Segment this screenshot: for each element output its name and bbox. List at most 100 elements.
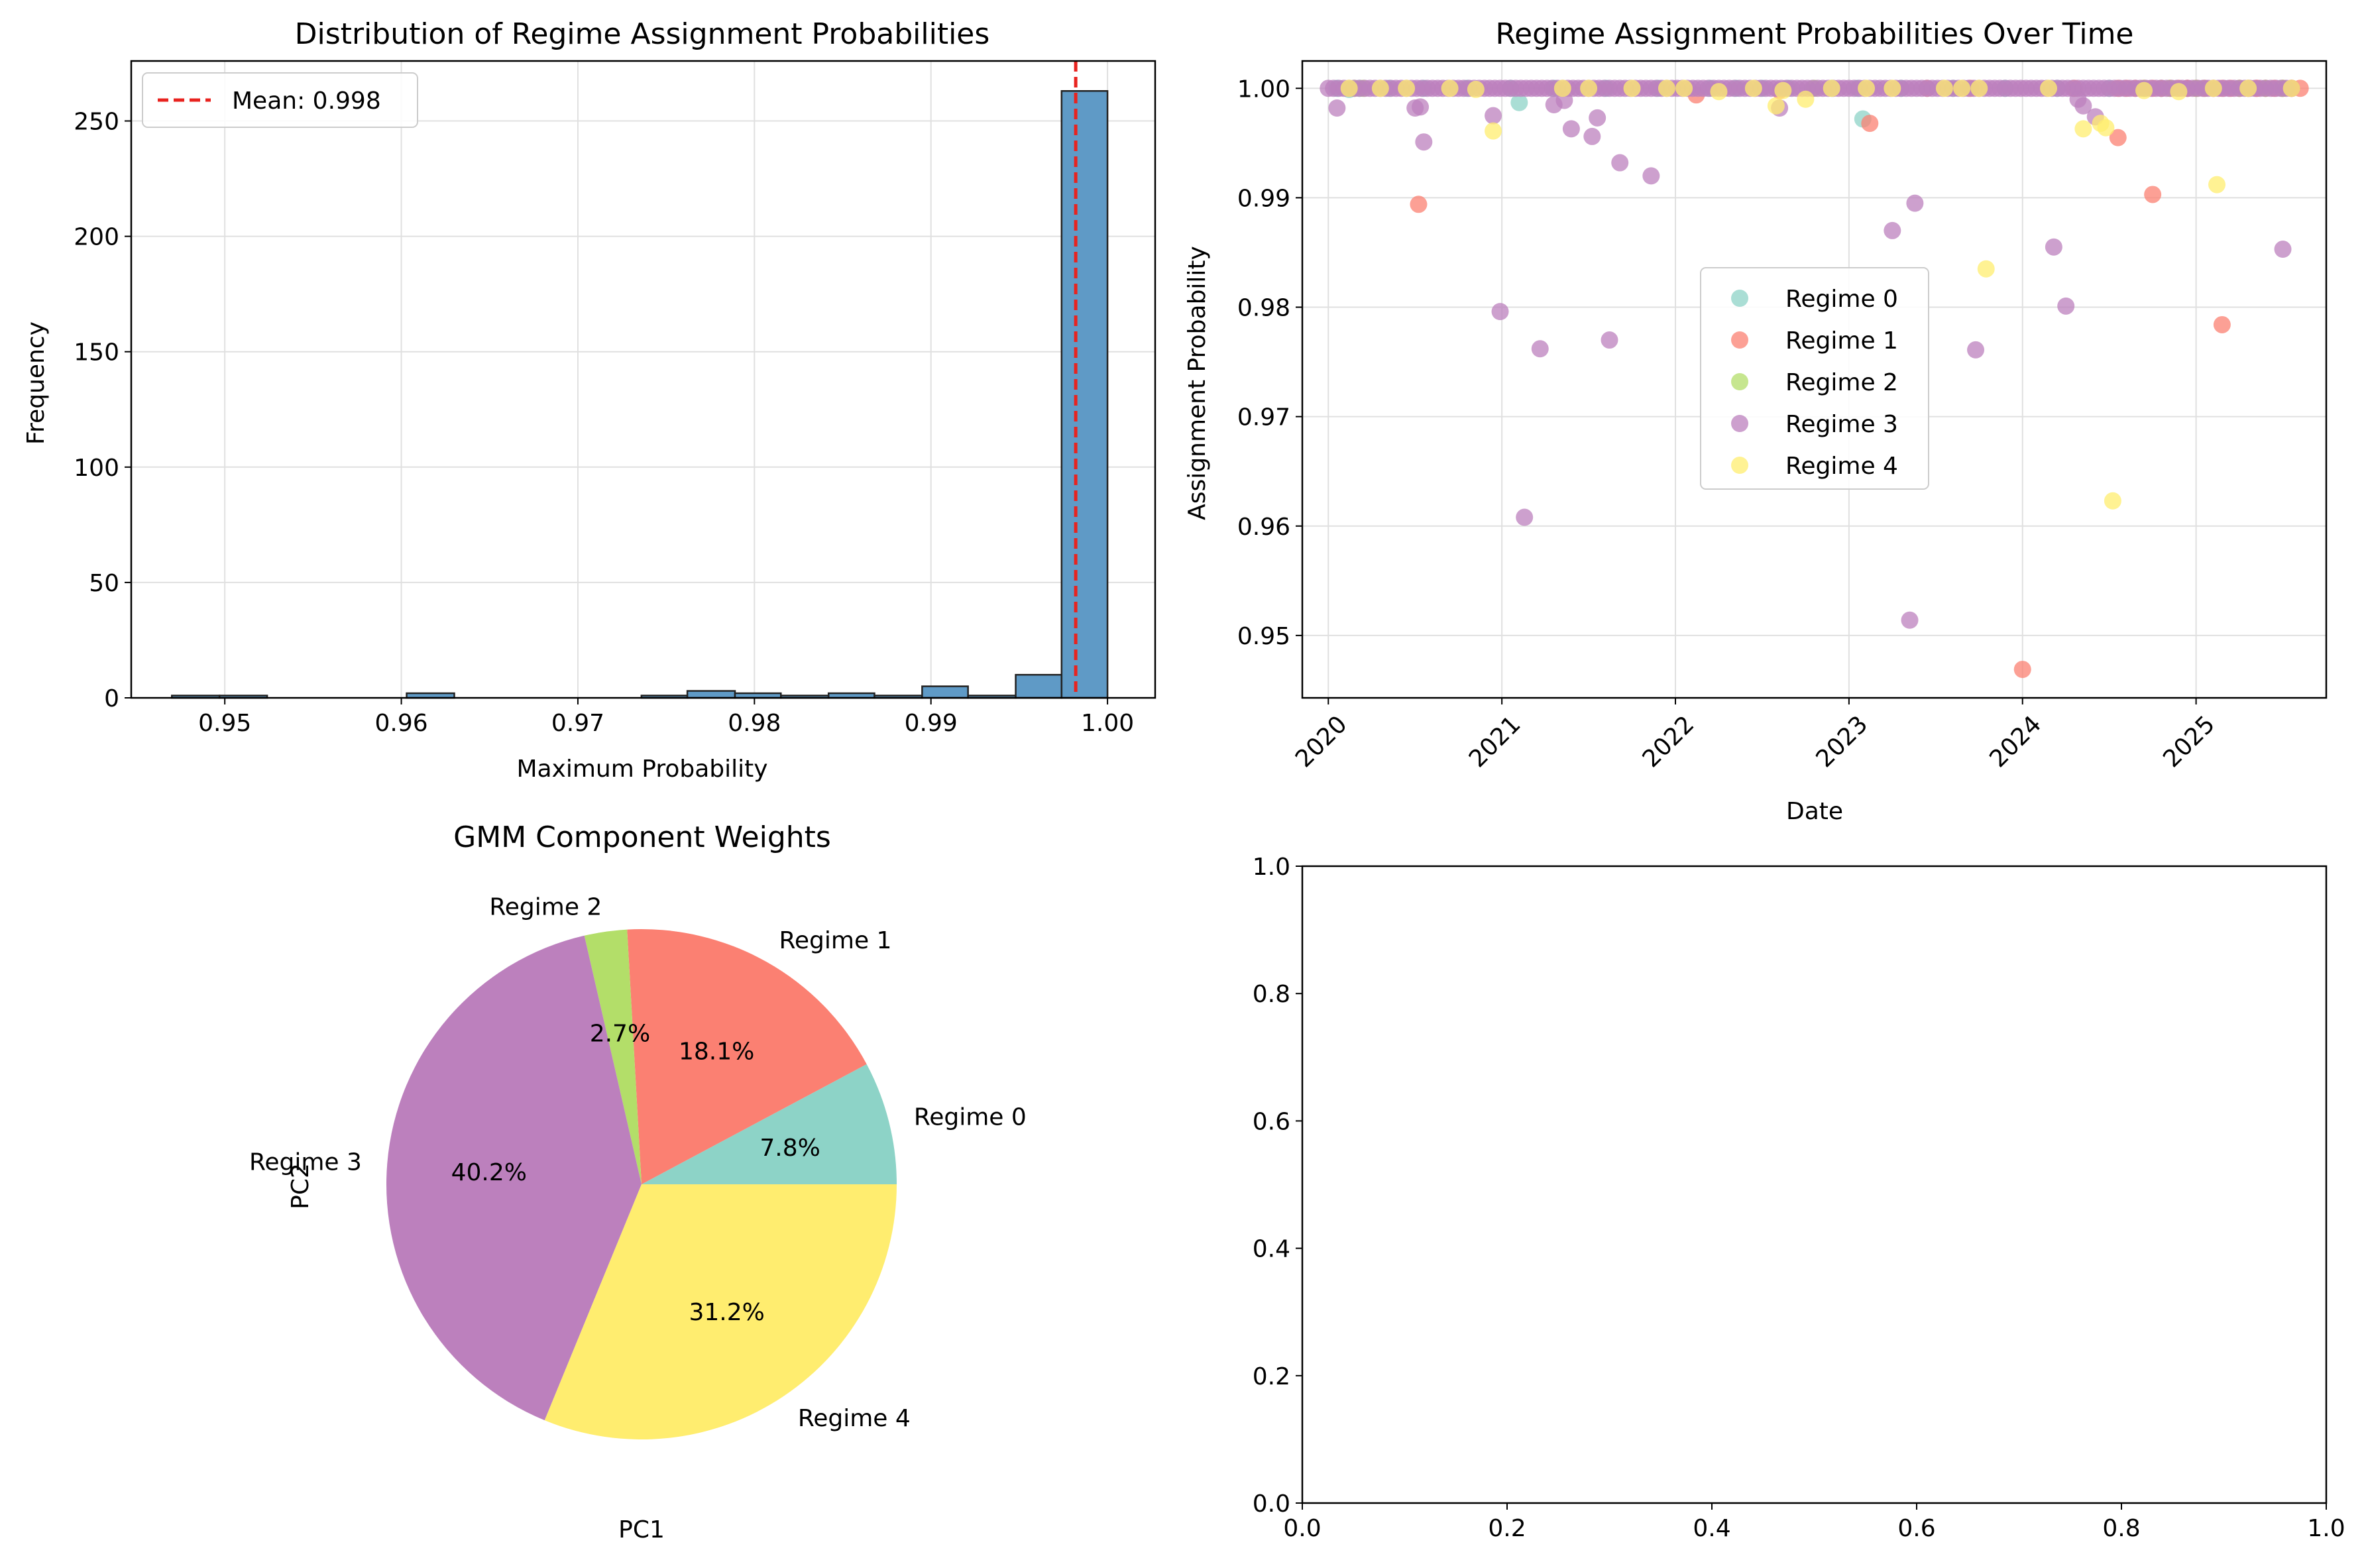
scatter-legend-label: Regime 0	[1785, 286, 1898, 313]
scatter-point-regime-3	[2045, 238, 2062, 256]
scatter-point-regime-3	[1562, 120, 1580, 138]
scatter-point-regime-3	[1583, 127, 1601, 145]
scatter-point-regime-4	[2135, 82, 2153, 99]
histogram-legend: Mean: 0.998	[142, 72, 418, 128]
empty-axes-x-tick-label: 1.0	[2307, 1515, 2345, 1542]
scatter-y-tick-label: 1.00	[1237, 76, 1290, 103]
histogram-x-tick-label: 0.99	[905, 710, 958, 737]
scatter-ylabel: Assignment Probability	[1184, 246, 1211, 520]
histogram-y-tick-label: 0	[104, 685, 119, 712]
pie-slice-label: Regime 0	[914, 1103, 1027, 1131]
empty-axes-x-tick-label: 0.2	[1488, 1515, 1526, 1542]
scatter-xlabel: Date	[1786, 798, 1843, 825]
scatter-y-tick-label: 0.97	[1237, 404, 1290, 431]
scatter-legend-marker	[1731, 290, 1748, 307]
scatter-point-regime-4	[1953, 80, 1971, 97]
pie-slice-percent: 7.8%	[760, 1135, 820, 1162]
pie-slice-percent: 18.1%	[679, 1038, 754, 1066]
scatter-point-regime-1	[2213, 315, 2231, 333]
scatter-legend-marker	[1731, 415, 1748, 432]
scatter-point-regime-3	[1589, 109, 1606, 127]
scatter-point-regime-4	[1675, 80, 1693, 97]
histogram-x-tick-label: 0.96	[374, 710, 427, 737]
histogram-frame	[130, 60, 1156, 699]
scatter-point-regime-4	[1744, 80, 1762, 97]
scatter-point-regime-4	[1580, 80, 1598, 97]
histogram-bar	[686, 690, 736, 699]
scatter-y-tick-label: 0.98	[1237, 295, 1290, 322]
pie-slice-label: Regime 4	[798, 1405, 911, 1432]
empty-axes-ticks: 0.0 0.2 0.4 0.6 0.8 1.0 0.0 0.2 0.4 0.6 0.8 1.0	[1253, 854, 2345, 1542]
histogram-y-tick-label: 200	[74, 224, 119, 251]
scatter-point-regime-3	[1901, 611, 1919, 629]
histogram-y-tick-label: 250	[74, 109, 119, 136]
scatter-point-regime-1	[1410, 196, 1428, 213]
scatter-point-regime-4	[1935, 80, 1953, 97]
scatter-frame	[1301, 60, 2328, 699]
histogram-title: Distribution of Regime Assignment Probab…	[295, 17, 990, 51]
pie-xlabel: PC1	[618, 1516, 665, 1543]
pie-slice-regime-4	[544, 1184, 897, 1439]
pie-slice-label: Regime 2	[489, 894, 602, 921]
scatter-point-regime-3	[1884, 221, 1901, 239]
pie-slice-percent: 40.2%	[451, 1159, 527, 1186]
scatter-point-regime-4	[1658, 80, 1675, 97]
empty-axes-x-tick-label: 0.8	[2102, 1515, 2140, 1542]
histogram-xlabel: Maximum Probability	[516, 756, 767, 783]
histogram-bar	[1015, 673, 1063, 699]
pie-labels: Regime 0 7.8% Regime 1 18.1% Regime 2 2.7% Reg…	[249, 894, 1027, 1432]
scatter-point-regime-3	[1328, 99, 1346, 117]
scatter-point-regime-4	[2074, 120, 2092, 138]
empty-axes-y-tick-label: 0.8	[1253, 981, 1290, 1008]
scatter-point-regime-3	[1906, 194, 1924, 212]
pie-slice-percent: 31.2%	[689, 1299, 764, 1326]
pie-slice-regime-1	[627, 929, 867, 1184]
scatter-point-regime-4	[1767, 97, 1785, 115]
empty-axes-y-tick-label: 0.4	[1253, 1236, 1290, 1263]
scatter-point-regime-4	[1553, 80, 1571, 97]
scatter-point-regime-3	[1967, 341, 1985, 359]
scatter-y-tick-label: 0.99	[1237, 185, 1290, 212]
histogram-y-tick-label: 50	[89, 570, 119, 597]
scatter-point-regime-3	[1412, 98, 1430, 116]
empty-axes-y-tick-label: 0.0	[1253, 1490, 1290, 1518]
scatter-point-regime-3	[1415, 133, 1433, 151]
scatter-point-regime-4	[1823, 80, 1840, 97]
pie-title: GMM Component Weights	[453, 820, 831, 854]
scatter-point-regime-4	[1797, 90, 1815, 108]
scatter-point-regime-4	[1774, 82, 1792, 99]
scatter-point-regime-4	[1398, 80, 1416, 97]
pie-slice-regime-3	[386, 935, 642, 1421]
scatter-point-regime-4	[2239, 80, 2257, 97]
scatter-point-regime-3	[1601, 331, 1618, 349]
scatter-point-regime-4	[2208, 176, 2226, 194]
scatter-point-regime-3	[1611, 154, 1629, 172]
pie-ylabel: PC2	[287, 1163, 314, 1209]
scatter-point-regime-3	[2057, 297, 2075, 315]
scatter-point-regime-4	[1371, 80, 1389, 97]
scatter-point-regime-3	[2074, 97, 2092, 115]
scatter-legend: Regime 0 Regime 1 Regime 2 Regime 3 Regime 4	[1700, 267, 1929, 490]
empty-axes-y-tick-label: 0.2	[1253, 1363, 1290, 1390]
scatter-legend-label: Regime 1	[1785, 327, 1898, 355]
scatter-point-regime-4	[1623, 80, 1641, 97]
empty-axes-y-tick-label: 0.6	[1253, 1108, 1290, 1135]
scatter-point-regime-4	[2282, 80, 2300, 97]
scatter-legend-marker	[1731, 373, 1748, 390]
empty-axes-x-tick-label: 0.4	[1693, 1515, 1730, 1542]
scatter-legend-box	[1700, 267, 1929, 490]
histogram-bar	[921, 685, 969, 699]
histogram-x-tick-label: 0.97	[551, 710, 604, 737]
scatter-point-regime-4	[1340, 80, 1358, 97]
histogram-panel: Distribution of Regime Assignment Probab…	[23, 17, 1156, 783]
scatter-point-regime-1	[2144, 186, 2162, 203]
scatter-point-regime-3	[1531, 340, 1549, 358]
scatter-point-regime-4	[1485, 122, 1502, 140]
pie-slices	[386, 929, 897, 1439]
scatter-legend-label: Regime 3	[1785, 411, 1898, 438]
histogram-ticks: 0.95 0.96 0.97 0.98 0.99 1.00 0 50 100 150 200 250	[74, 109, 1134, 737]
scatter-point-regime-4	[1858, 80, 1876, 97]
scatter-point-regime-3	[1491, 303, 1509, 321]
